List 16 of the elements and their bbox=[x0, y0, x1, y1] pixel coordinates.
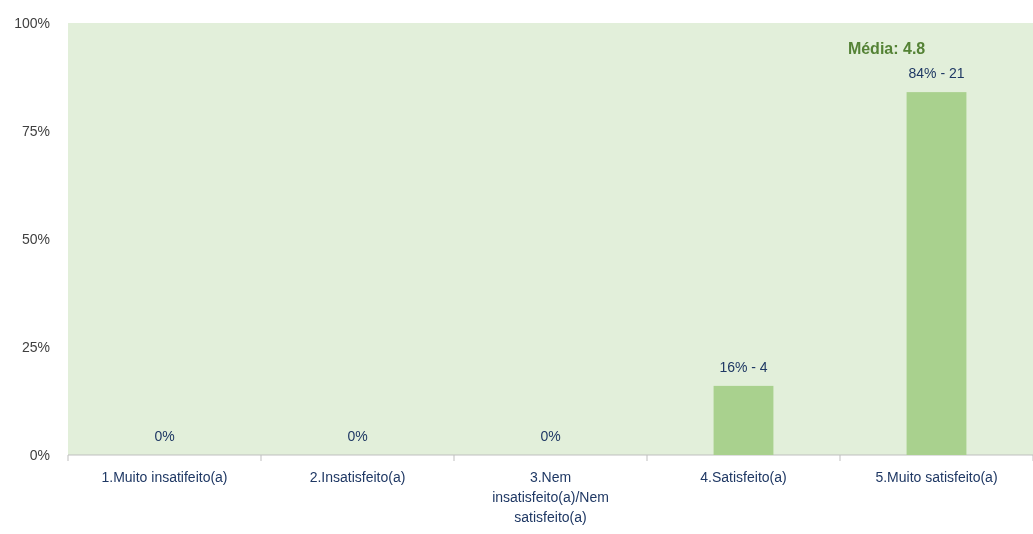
annotation: Média: 4.8 bbox=[847, 40, 926, 57]
x-tick-label: 5.Muito satisfeito(a) bbox=[875, 469, 998, 485]
y-tick-label: 25% bbox=[21, 338, 50, 355]
data-label: 0% bbox=[347, 428, 368, 444]
data-label: 0% bbox=[154, 428, 175, 444]
data-label: 16% - 4 bbox=[719, 358, 768, 375]
x-tick-label: 3.Nem insatisfeito(a)/Nem satisfeito(a) bbox=[492, 469, 609, 525]
y-tick-label: 100% bbox=[14, 14, 50, 31]
x-tick-label: 2.Insatisfeito(a) bbox=[309, 469, 406, 485]
data-label: 0% bbox=[540, 428, 561, 444]
data-label: 84% - 21 bbox=[908, 65, 965, 82]
y-tick-label: 0% bbox=[29, 446, 50, 463]
x-tick-label: 4.Satisfeito(a) bbox=[700, 469, 787, 485]
x-tick-label: 1.Muito insatifeito(a) bbox=[101, 469, 228, 485]
y-tick-label: 50% bbox=[21, 230, 50, 247]
y-tick-label: 75% bbox=[21, 122, 50, 139]
